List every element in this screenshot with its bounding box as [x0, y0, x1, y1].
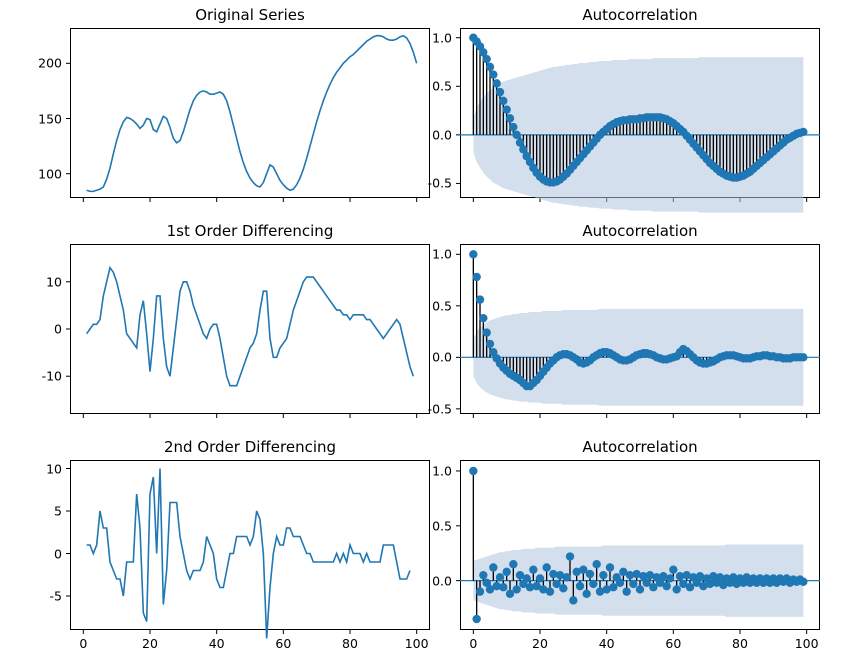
subplot-title: Original Series [70, 6, 430, 24]
xtick-label: 40 [209, 636, 225, 651]
plot-canvas [70, 244, 430, 414]
xtick-label: 60 [665, 636, 681, 651]
ytick-label: 0 [54, 322, 62, 337]
xtick-label: 0 [469, 636, 477, 651]
ytick-label: 150 [38, 111, 62, 126]
subplot-acf-diff1: Autocorrelation-0.50.00.51.0 [460, 244, 820, 414]
plot-canvas [460, 28, 820, 198]
plot-canvas [460, 460, 820, 630]
ytick-label: 1.0 [432, 30, 452, 45]
subplot-title: Autocorrelation [460, 438, 820, 456]
ytick-label: -10 [42, 369, 62, 384]
ytick-label: 0.0 [432, 573, 452, 588]
ytick-label: 100 [38, 166, 62, 181]
ytick-label: 0.0 [432, 350, 452, 365]
subplot-diff1: 1st Order Differencing-10010 [70, 244, 430, 414]
plot-canvas [70, 28, 430, 198]
ytick-label: 0.5 [432, 298, 452, 313]
plot-canvas [70, 460, 430, 630]
ytick-label: 0.5 [432, 518, 452, 533]
xtick-label: 100 [405, 636, 429, 651]
subplot-title: 1st Order Differencing [70, 222, 430, 240]
ytick-label: 1.0 [432, 247, 452, 262]
xtick-label: 20 [142, 636, 158, 651]
subplot-acf-diff2: Autocorrelation0.00.51.0020406080100 [460, 460, 820, 630]
series-line [87, 268, 414, 386]
subplot-diff2: 2nd Order Differencing-50510020406080100 [70, 460, 430, 630]
ytick-label: 10 [46, 461, 62, 476]
subplot-title: 2nd Order Differencing [70, 438, 430, 456]
ytick-label: 10 [46, 274, 62, 289]
subplot-title: Autocorrelation [460, 6, 820, 24]
ytick-label: -0.5 [428, 401, 452, 416]
ytick-label: -0.5 [428, 176, 452, 191]
xtick-label: 40 [599, 636, 615, 651]
xtick-label: 60 [275, 636, 291, 651]
ytick-label: 0.5 [432, 79, 452, 94]
ytick-label: 0 [54, 546, 62, 561]
ytick-label: 1.0 [432, 463, 452, 478]
series-line [87, 36, 417, 192]
subplot-orig: Original Series100150200 [70, 28, 430, 198]
xtick-label: 80 [342, 636, 358, 651]
xtick-label: 0 [79, 636, 87, 651]
plot-canvas [460, 244, 820, 414]
subplot-acf-orig: Autocorrelation-0.50.00.51.0 [460, 28, 820, 198]
xtick-label: 80 [732, 636, 748, 651]
series-line [87, 469, 410, 639]
ytick-label: 0.0 [432, 127, 452, 142]
ytick-label: 5 [54, 504, 62, 519]
subplot-title: Autocorrelation [460, 222, 820, 240]
ytick-label: -5 [50, 589, 62, 604]
ytick-label: 200 [38, 56, 62, 71]
xtick-label: 20 [532, 636, 548, 651]
xtick-label: 100 [795, 636, 819, 651]
